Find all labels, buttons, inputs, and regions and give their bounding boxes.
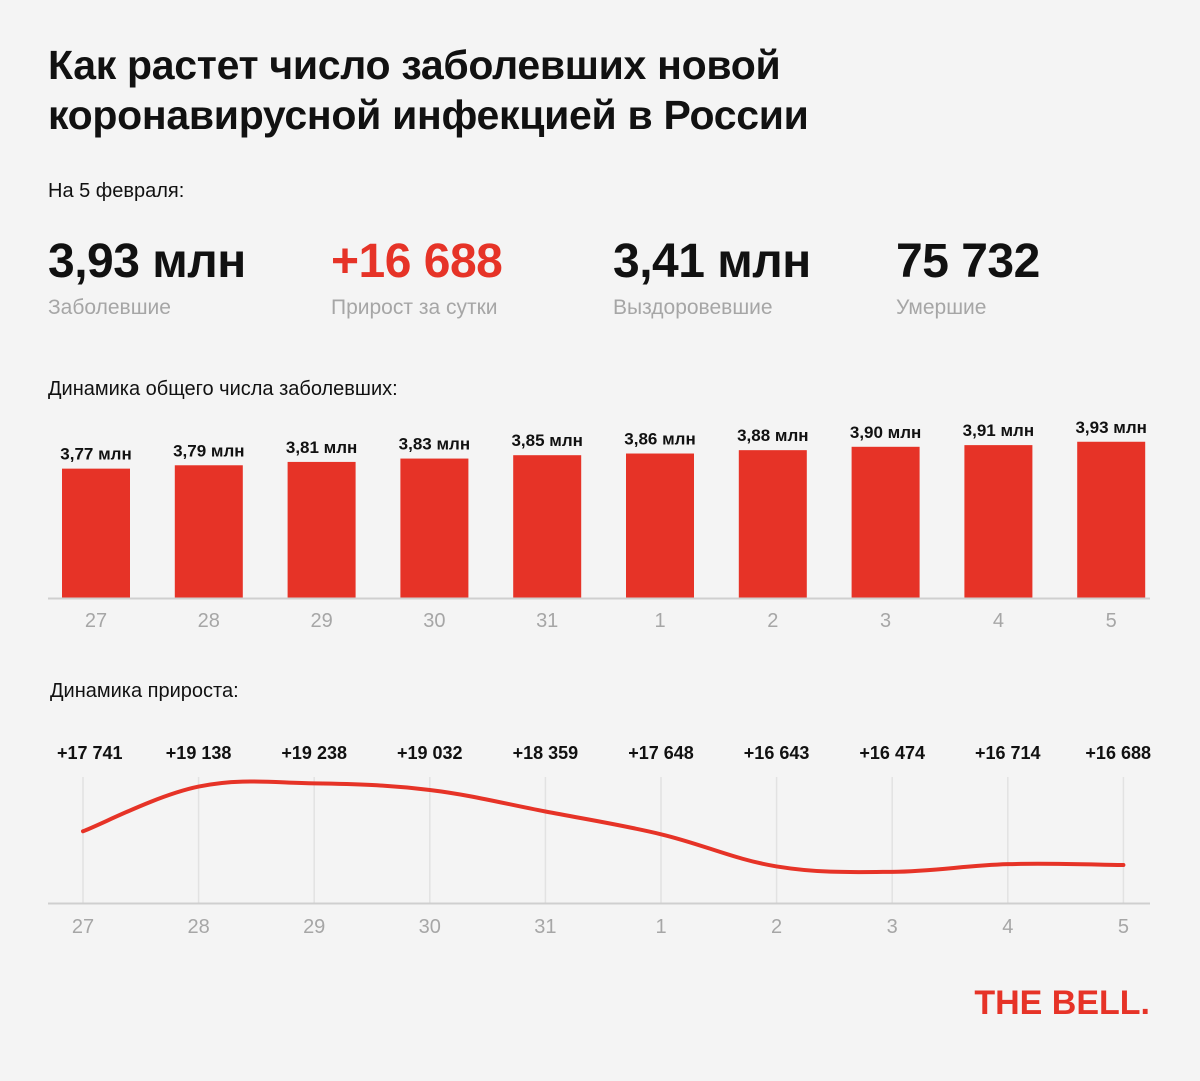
bar-tick-label-6: 2 bbox=[767, 610, 778, 632]
line-data-label-8: +16 714 bbox=[975, 743, 1041, 763]
line-data-label-7: +16 474 bbox=[859, 743, 925, 763]
stat-cases: 3,93 млн Заболевшие bbox=[48, 232, 246, 320]
bar-data-label-9: 3,93 млн bbox=[1075, 418, 1146, 437]
bar-tick-label-7: 3 bbox=[880, 610, 891, 632]
bar-3 bbox=[400, 458, 469, 598]
line-tick-label-0: 27 bbox=[72, 916, 94, 938]
bar-tick-label-8: 4 bbox=[993, 610, 1004, 632]
bar-chart-title: Динамика общего числа заболевших: bbox=[48, 378, 398, 400]
line-tick-label-9: 5 bbox=[1118, 916, 1129, 938]
bar-data-label-2: 3,81 млн bbox=[286, 438, 357, 457]
bar-9 bbox=[1077, 441, 1146, 598]
line-tick-label-4: 31 bbox=[534, 916, 556, 938]
line-tick-label-2: 29 bbox=[303, 916, 325, 938]
bar-chart: 3,77 млн 27 3,79 млн 28 3,81 млн 29 3,83 млн 30… bbox=[48, 418, 1150, 632]
date-label: На 5 февраля: bbox=[48, 180, 185, 202]
line-series bbox=[81, 779, 1126, 875]
line-data-label-1: +19 138 bbox=[166, 743, 232, 763]
bar-tick-label-2: 29 bbox=[310, 610, 332, 632]
line-data-label-6: +16 643 bbox=[744, 743, 810, 763]
line-data-label-0: +17 741 bbox=[57, 743, 123, 763]
bar-data-label-1: 3,79 млн bbox=[173, 441, 244, 460]
line-chart: +17 741 27 +19 138 28 +19 238 29 +19 032 30 +18 … bbox=[48, 743, 1151, 938]
stat-recovered: 3,41 млн Выздоровевшие bbox=[613, 232, 811, 320]
bar-tick-label-0: 27 bbox=[85, 610, 107, 632]
line-data-label-2: +19 238 bbox=[281, 743, 347, 763]
line-tick-label-5: 1 bbox=[655, 916, 666, 938]
bar-tick-label-9: 5 bbox=[1106, 610, 1117, 632]
line-tick-label-1: 28 bbox=[187, 916, 209, 938]
line-tick-label-6: 2 bbox=[771, 916, 782, 938]
line-tick-label-3: 30 bbox=[419, 916, 441, 938]
bar-8 bbox=[964, 445, 1033, 598]
bar-data-label-3: 3,83 млн bbox=[399, 435, 470, 454]
stat-deaths-value: 75 732 bbox=[896, 235, 1040, 288]
bar-tick-label-5: 1 bbox=[654, 610, 665, 632]
stat-cases-label: Заболевшие bbox=[48, 296, 171, 319]
stat-recovered-value: 3,41 млн bbox=[613, 235, 811, 288]
bar-data-label-8: 3,91 млн bbox=[963, 421, 1034, 440]
line-data-label-9: +16 688 bbox=[1085, 743, 1151, 763]
line-data-label-4: +18 359 bbox=[513, 743, 579, 763]
bar-data-label-5: 3,86 млн bbox=[624, 430, 695, 449]
stat-daily-increase-value: +16 688 bbox=[331, 235, 503, 288]
stat-deaths: 75 732 Умершие bbox=[896, 232, 1040, 320]
line-chart-title: Динамика прироста: bbox=[50, 680, 239, 702]
stat-daily-increase-label: Прирост за сутки bbox=[331, 296, 498, 319]
stat-cases-value: 3,93 млн bbox=[48, 235, 246, 288]
bar-7 bbox=[851, 446, 920, 598]
bar-data-label-7: 3,90 млн bbox=[850, 423, 921, 442]
stat-recovered-label: Выздоровевшие bbox=[613, 296, 773, 319]
bar-data-label-4: 3,85 млн bbox=[511, 431, 582, 450]
the-bell-logo: THE BELL. bbox=[974, 984, 1150, 1022]
bar-6 bbox=[738, 450, 807, 598]
bar-1 bbox=[174, 465, 243, 598]
bar-0 bbox=[62, 468, 130, 598]
page-title: Как растет число заболевших новой корона… bbox=[48, 42, 809, 138]
bar-2 bbox=[287, 461, 356, 598]
bar-tick-label-1: 28 bbox=[198, 610, 220, 632]
bar-5 bbox=[626, 453, 694, 598]
stat-deaths-label: Умершие bbox=[896, 296, 987, 319]
bar-tick-label-3: 30 bbox=[423, 610, 445, 632]
bar-4 bbox=[513, 455, 582, 598]
line-tick-label-8: 4 bbox=[1002, 916, 1013, 938]
line-data-label-3: +19 032 bbox=[397, 743, 463, 763]
line-data-label-5: +17 648 bbox=[628, 743, 694, 763]
bar-data-label-0: 3,77 млн bbox=[60, 445, 131, 464]
bar-tick-label-4: 31 bbox=[536, 610, 558, 632]
line-tick-label-7: 3 bbox=[887, 916, 898, 938]
stat-daily-increase: +16 688 Прирост за сутки bbox=[331, 232, 503, 320]
bar-data-label-6: 3,88 млн bbox=[737, 426, 808, 445]
